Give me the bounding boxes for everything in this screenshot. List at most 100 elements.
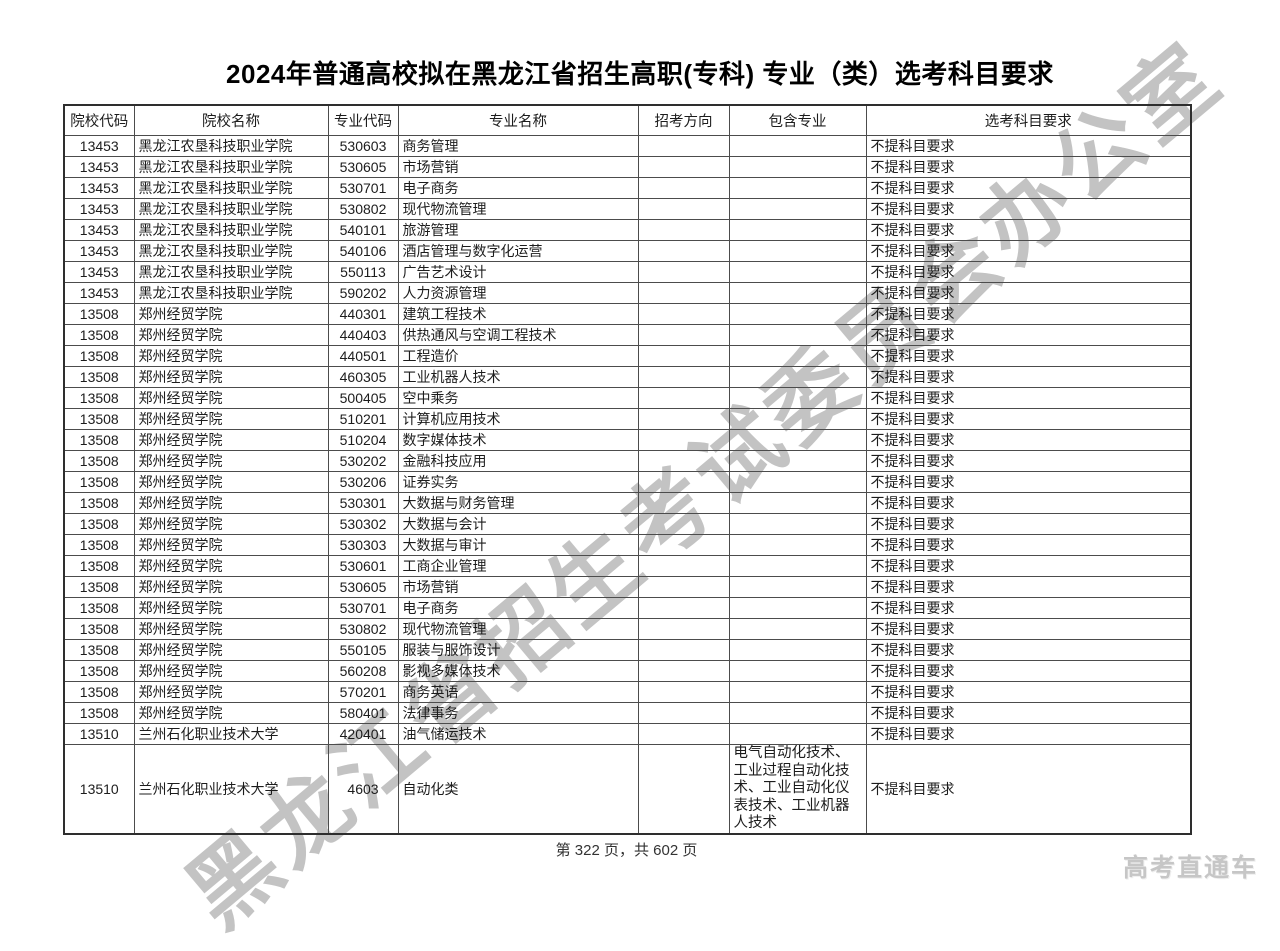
cell-school-name: 黑龙江农垦科技职业学院 [133, 135, 329, 157]
cell-major-code: 530605 [327, 576, 399, 598]
cell-school-code: 13453 [63, 240, 135, 262]
cell-major-name: 电子商务 [397, 177, 639, 199]
table-header: 院校代码 院校名称 专业代码 专业名称 招考方向 包含专业 选考科目要求 [63, 104, 1192, 136]
cell-includes [728, 492, 867, 514]
cell-major-name: 建筑工程技术 [397, 303, 639, 325]
cell-direction [637, 387, 730, 409]
cell-school-code: 13508 [63, 408, 135, 430]
cell-school-name: 郑州经贸学院 [133, 618, 329, 640]
cell-requirement: 不提科目要求 [865, 135, 1192, 157]
table-row: 13508 郑州经贸学院 510204 数字媒体技术 不提科目要求 [63, 429, 1192, 451]
cell-major-code: 530301 [327, 492, 399, 514]
table-row: 13508 郑州经贸学院 580401 法律事务 不提科目要求 [63, 702, 1192, 724]
cell-major-code: 420401 [327, 723, 399, 745]
cell-includes [728, 345, 867, 367]
cell-major-name: 影视多媒体技术 [397, 660, 639, 682]
cell-school-code: 13510 [63, 744, 135, 835]
cell-school-name: 郑州经贸学院 [133, 429, 329, 451]
cell-major-code: 500405 [327, 387, 399, 409]
cell-direction [637, 555, 730, 577]
cell-includes [728, 261, 867, 283]
cell-major-code: 530206 [327, 471, 399, 493]
cell-major-name: 旅游管理 [397, 219, 639, 241]
table-row: 13510 兰州石化职业技术大学 420401 油气储运技术 不提科目要求 [63, 723, 1192, 745]
cell-school-code: 13453 [63, 219, 135, 241]
cell-major-name: 法律事务 [397, 702, 639, 724]
cell-requirement: 不提科目要求 [865, 534, 1192, 556]
cell-school-name: 郑州经贸学院 [133, 303, 329, 325]
cell-school-name: 郑州经贸学院 [133, 513, 329, 535]
cell-direction [637, 345, 730, 367]
cell-school-name: 郑州经贸学院 [133, 492, 329, 514]
cell-school-code: 13453 [63, 282, 135, 304]
cell-school-name: 郑州经贸学院 [133, 597, 329, 619]
table-row: 13508 郑州经贸学院 560208 影视多媒体技术 不提科目要求 [63, 660, 1192, 682]
cell-includes [728, 513, 867, 535]
cell-school-code: 13508 [63, 681, 135, 703]
cell-major-code: 550105 [327, 639, 399, 661]
cell-includes [728, 450, 867, 472]
cell-direction [637, 534, 730, 556]
table-row: 13453 黑龙江农垦科技职业学院 590202 人力资源管理 不提科目要求 [63, 282, 1192, 304]
cell-requirement: 不提科目要求 [865, 345, 1192, 367]
cell-school-code: 13508 [63, 576, 135, 598]
cell-school-code: 13508 [63, 618, 135, 640]
cell-includes: 电气自动化技术、工业过程自动化技术、工业自动化仪表技术、工业机器人技术 [728, 744, 867, 835]
cell-major-code: 530302 [327, 513, 399, 535]
cell-school-code: 13508 [63, 534, 135, 556]
cell-school-code: 13453 [63, 177, 135, 199]
cell-includes [728, 177, 867, 199]
table-row: 13508 郑州经贸学院 530601 工商企业管理 不提科目要求 [63, 555, 1192, 577]
cell-direction [637, 660, 730, 682]
cell-major-name: 酒店管理与数字化运营 [397, 240, 639, 262]
header-school-code: 院校代码 [63, 104, 135, 136]
cell-school-name: 郑州经贸学院 [133, 639, 329, 661]
cell-major-name: 电子商务 [397, 597, 639, 619]
cell-major-name: 供热通风与空调工程技术 [397, 324, 639, 346]
cell-major-name: 现代物流管理 [397, 198, 639, 220]
cell-requirement: 不提科目要求 [865, 576, 1192, 598]
cell-school-name: 郑州经贸学院 [133, 366, 329, 388]
cell-major-code: 540106 [327, 240, 399, 262]
cell-requirement: 不提科目要求 [865, 156, 1192, 178]
cell-school-name: 郑州经贸学院 [133, 387, 329, 409]
cell-major-name: 油气储运技术 [397, 723, 639, 745]
cell-school-code: 13508 [63, 366, 135, 388]
cell-includes [728, 282, 867, 304]
cell-major-name: 人力资源管理 [397, 282, 639, 304]
cell-school-name: 郑州经贸学院 [133, 471, 329, 493]
cell-school-code: 13453 [63, 198, 135, 220]
cell-direction [637, 408, 730, 430]
cell-school-code: 13508 [63, 513, 135, 535]
cell-direction [637, 429, 730, 451]
table-row: 13508 郑州经贸学院 530302 大数据与会计 不提科目要求 [63, 513, 1192, 535]
cell-major-code: 4603 [327, 744, 399, 835]
cell-school-name: 兰州石化职业技术大学 [133, 723, 329, 745]
cell-school-name: 郑州经贸学院 [133, 324, 329, 346]
table-row: 13453 黑龙江农垦科技职业学院 530605 市场营销 不提科目要求 [63, 156, 1192, 178]
header-includes: 包含专业 [728, 104, 867, 136]
table-row: 13508 郑州经贸学院 550105 服装与服饰设计 不提科目要求 [63, 639, 1192, 661]
header-direction: 招考方向 [637, 104, 730, 136]
header-major-code: 专业代码 [327, 104, 399, 136]
cell-includes [728, 639, 867, 661]
cell-school-code: 13508 [63, 345, 135, 367]
cell-major-name: 证券实务 [397, 471, 639, 493]
cell-direction [637, 639, 730, 661]
cell-major-name: 服装与服饰设计 [397, 639, 639, 661]
cell-direction [637, 492, 730, 514]
cell-school-name: 郑州经贸学院 [133, 702, 329, 724]
cell-school-name: 黑龙江农垦科技职业学院 [133, 177, 329, 199]
cell-requirement: 不提科目要求 [865, 177, 1192, 199]
cell-major-code: 440403 [327, 324, 399, 346]
cell-major-name: 空中乘务 [397, 387, 639, 409]
cell-includes [728, 324, 867, 346]
page-title: 2024年普通高校拟在黑龙江省招生高职(专科) 专业（类）选考科目要求 [226, 59, 1054, 89]
cell-direction [637, 471, 730, 493]
cell-includes [728, 408, 867, 430]
cell-major-code: 570201 [327, 681, 399, 703]
cell-requirement: 不提科目要求 [865, 324, 1192, 346]
cell-requirement: 不提科目要求 [865, 198, 1192, 220]
cell-requirement: 不提科目要求 [865, 723, 1192, 745]
cell-direction [637, 177, 730, 199]
